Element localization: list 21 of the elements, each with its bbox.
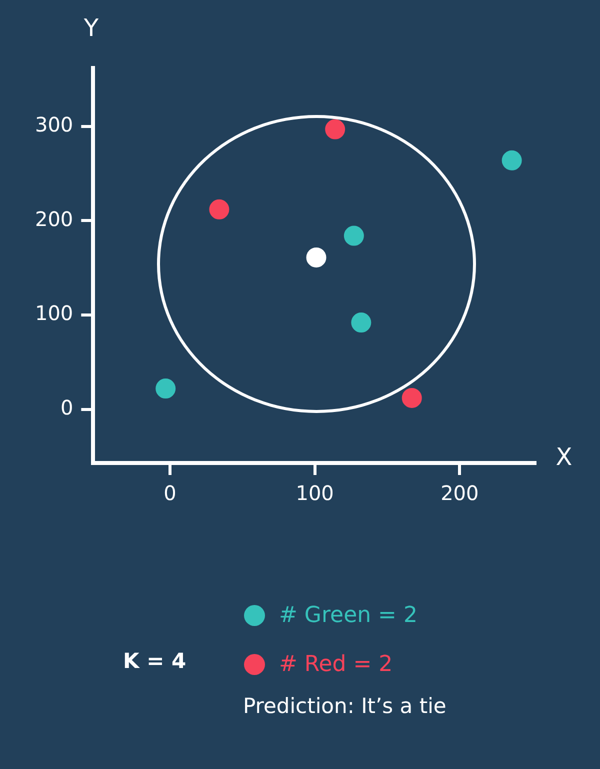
point xyxy=(344,226,364,246)
x-tick-label: 0 xyxy=(164,481,176,506)
legend-label: # Green = 2 xyxy=(279,603,418,628)
x-tick-label: 100 xyxy=(296,481,334,506)
text: Prediction: It’s a tie xyxy=(243,694,446,718)
point xyxy=(351,312,372,333)
y-tick-label: 200 xyxy=(34,206,74,231)
point xyxy=(325,119,346,140)
x-axis-title: X xyxy=(556,443,572,472)
text: K = 4 xyxy=(123,649,186,673)
point xyxy=(502,150,522,170)
point xyxy=(402,388,422,408)
point xyxy=(209,199,230,220)
legend-label: # Red = 2 xyxy=(279,652,393,677)
y-axis-title: Y xyxy=(82,14,99,42)
y-tick-label: 100 xyxy=(34,301,74,326)
point xyxy=(156,378,176,399)
point xyxy=(306,247,326,268)
y-tick-label: 300 xyxy=(34,112,74,137)
y-tick-label: 0 xyxy=(60,395,74,420)
x-tick-label: 200 xyxy=(440,481,479,506)
